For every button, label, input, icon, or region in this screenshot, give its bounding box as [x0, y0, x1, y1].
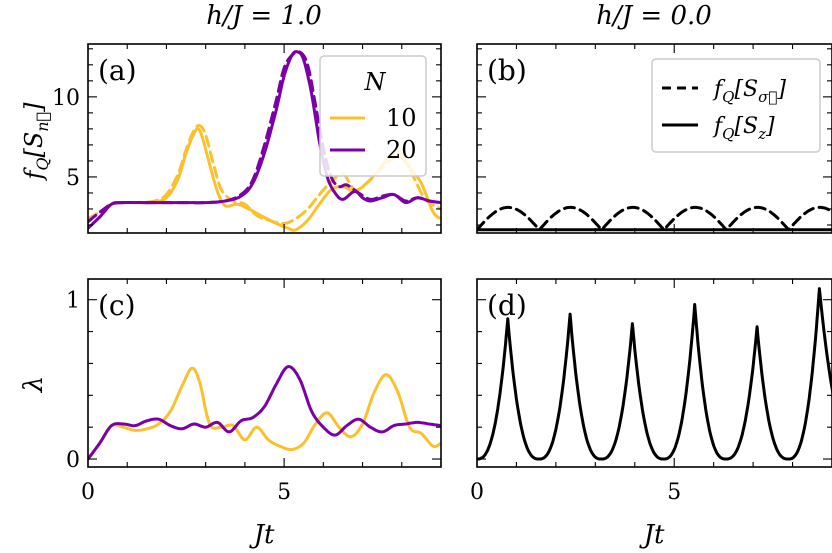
series-b-0 [477, 205, 832, 232]
series-group-d [477, 287, 832, 461]
series-d-0 [477, 287, 832, 461]
frame-b [476, 43, 832, 234]
ytick-label-c: 1 [66, 289, 80, 314]
xtick-label-d: 5 [667, 480, 681, 505]
legend-b-box [651, 58, 821, 153]
xtick-label-c: 5 [277, 480, 291, 505]
legend-a: N 10 20 [319, 55, 427, 177]
x-label-right: Jt [639, 520, 665, 550]
y-label-top: fQ[Sn⃗] [20, 102, 52, 182]
series-c-1 [88, 365, 441, 461]
ytick-label-a: 5 [66, 166, 80, 191]
column-title-left: h/J = 1.0 [206, 1, 322, 31]
series-a-3 [88, 50, 441, 224]
panel-c: 0 5 0 1 (c) [66, 278, 442, 505]
frame-a [87, 43, 442, 234]
ytick-label-c: 0 [66, 448, 80, 473]
panel-label-a: (a) [98, 54, 137, 87]
legend-a-title: N [364, 68, 387, 96]
panel-label-b: (b) [487, 54, 527, 87]
series-c-0 [88, 366, 441, 461]
y-label-bottom: λ [19, 376, 49, 393]
panel-label-d: (d) [487, 289, 527, 322]
xtick-label-c: 0 [81, 480, 95, 505]
panel-label-c: (c) [98, 289, 136, 322]
series-group-b [477, 205, 832, 232]
legend-b: fQ[Sσ⃗] fQ[Sz] [651, 58, 821, 153]
series-group-c [88, 365, 441, 461]
panel-d: 0 5 (d) [470, 278, 832, 505]
legend-a-entry-20: 20 [386, 136, 417, 164]
x-label-left: Jt [249, 520, 275, 550]
legend-a-box [319, 55, 427, 177]
frame-c [87, 278, 442, 468]
xtick-label-d: 0 [470, 480, 484, 505]
frame-d [476, 278, 832, 468]
column-title-right: h/J = 0.0 [596, 1, 712, 31]
panel-b: (b) [476, 43, 832, 234]
legend-a-entry-10: 10 [386, 104, 417, 132]
legend-b-entry-s-z: fQ[Sz] [712, 114, 775, 143]
ytick-label-a: 10 [52, 86, 80, 111]
